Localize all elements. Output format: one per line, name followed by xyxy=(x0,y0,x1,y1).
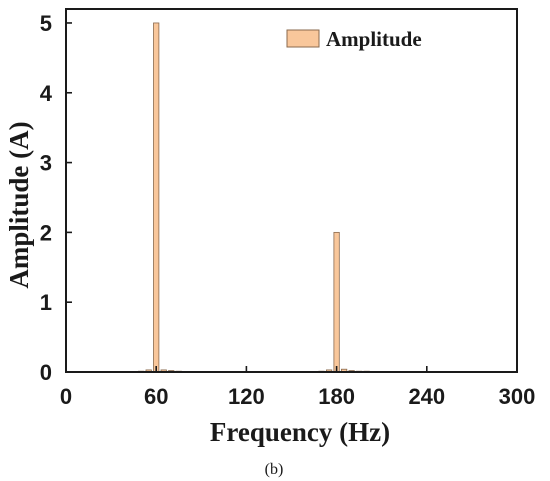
bars-layer xyxy=(138,22,370,373)
x-tick-label-300: 300 xyxy=(499,384,536,409)
y-axis-title: Amplitude (A) xyxy=(4,121,34,288)
y-tick-label-3: 3 xyxy=(40,151,52,176)
x-tick-label-120: 120 xyxy=(228,384,265,409)
x-tick-label-60: 60 xyxy=(144,384,168,409)
figure-caption: (b) xyxy=(265,461,284,478)
y-tick-label-0: 0 xyxy=(40,360,52,385)
legend-label-amplitude: Amplitude xyxy=(326,27,422,51)
x-tick-label-240: 240 xyxy=(408,384,445,409)
y-tick-label-2: 2 xyxy=(40,220,52,245)
bar-180hz xyxy=(333,231,340,373)
bar-60hz xyxy=(153,22,160,373)
x-axis-title: Frequency (Hz) xyxy=(210,417,390,447)
legend-swatch-amplitude xyxy=(286,29,320,48)
ticks-layer: 0 60 120 180 240 300 0 1 2 3 4 5 xyxy=(40,11,536,409)
y-tick-label-4: 4 xyxy=(40,81,53,106)
x-tick-label-0: 0 xyxy=(60,384,72,409)
x-tick-label-180: 180 xyxy=(318,384,355,409)
axes-layer xyxy=(65,8,518,373)
y-tick-label-5: 5 xyxy=(40,11,52,36)
plot-frame xyxy=(65,8,518,373)
y-tick-label-1: 1 xyxy=(40,290,52,315)
legend: Amplitude xyxy=(286,27,422,51)
